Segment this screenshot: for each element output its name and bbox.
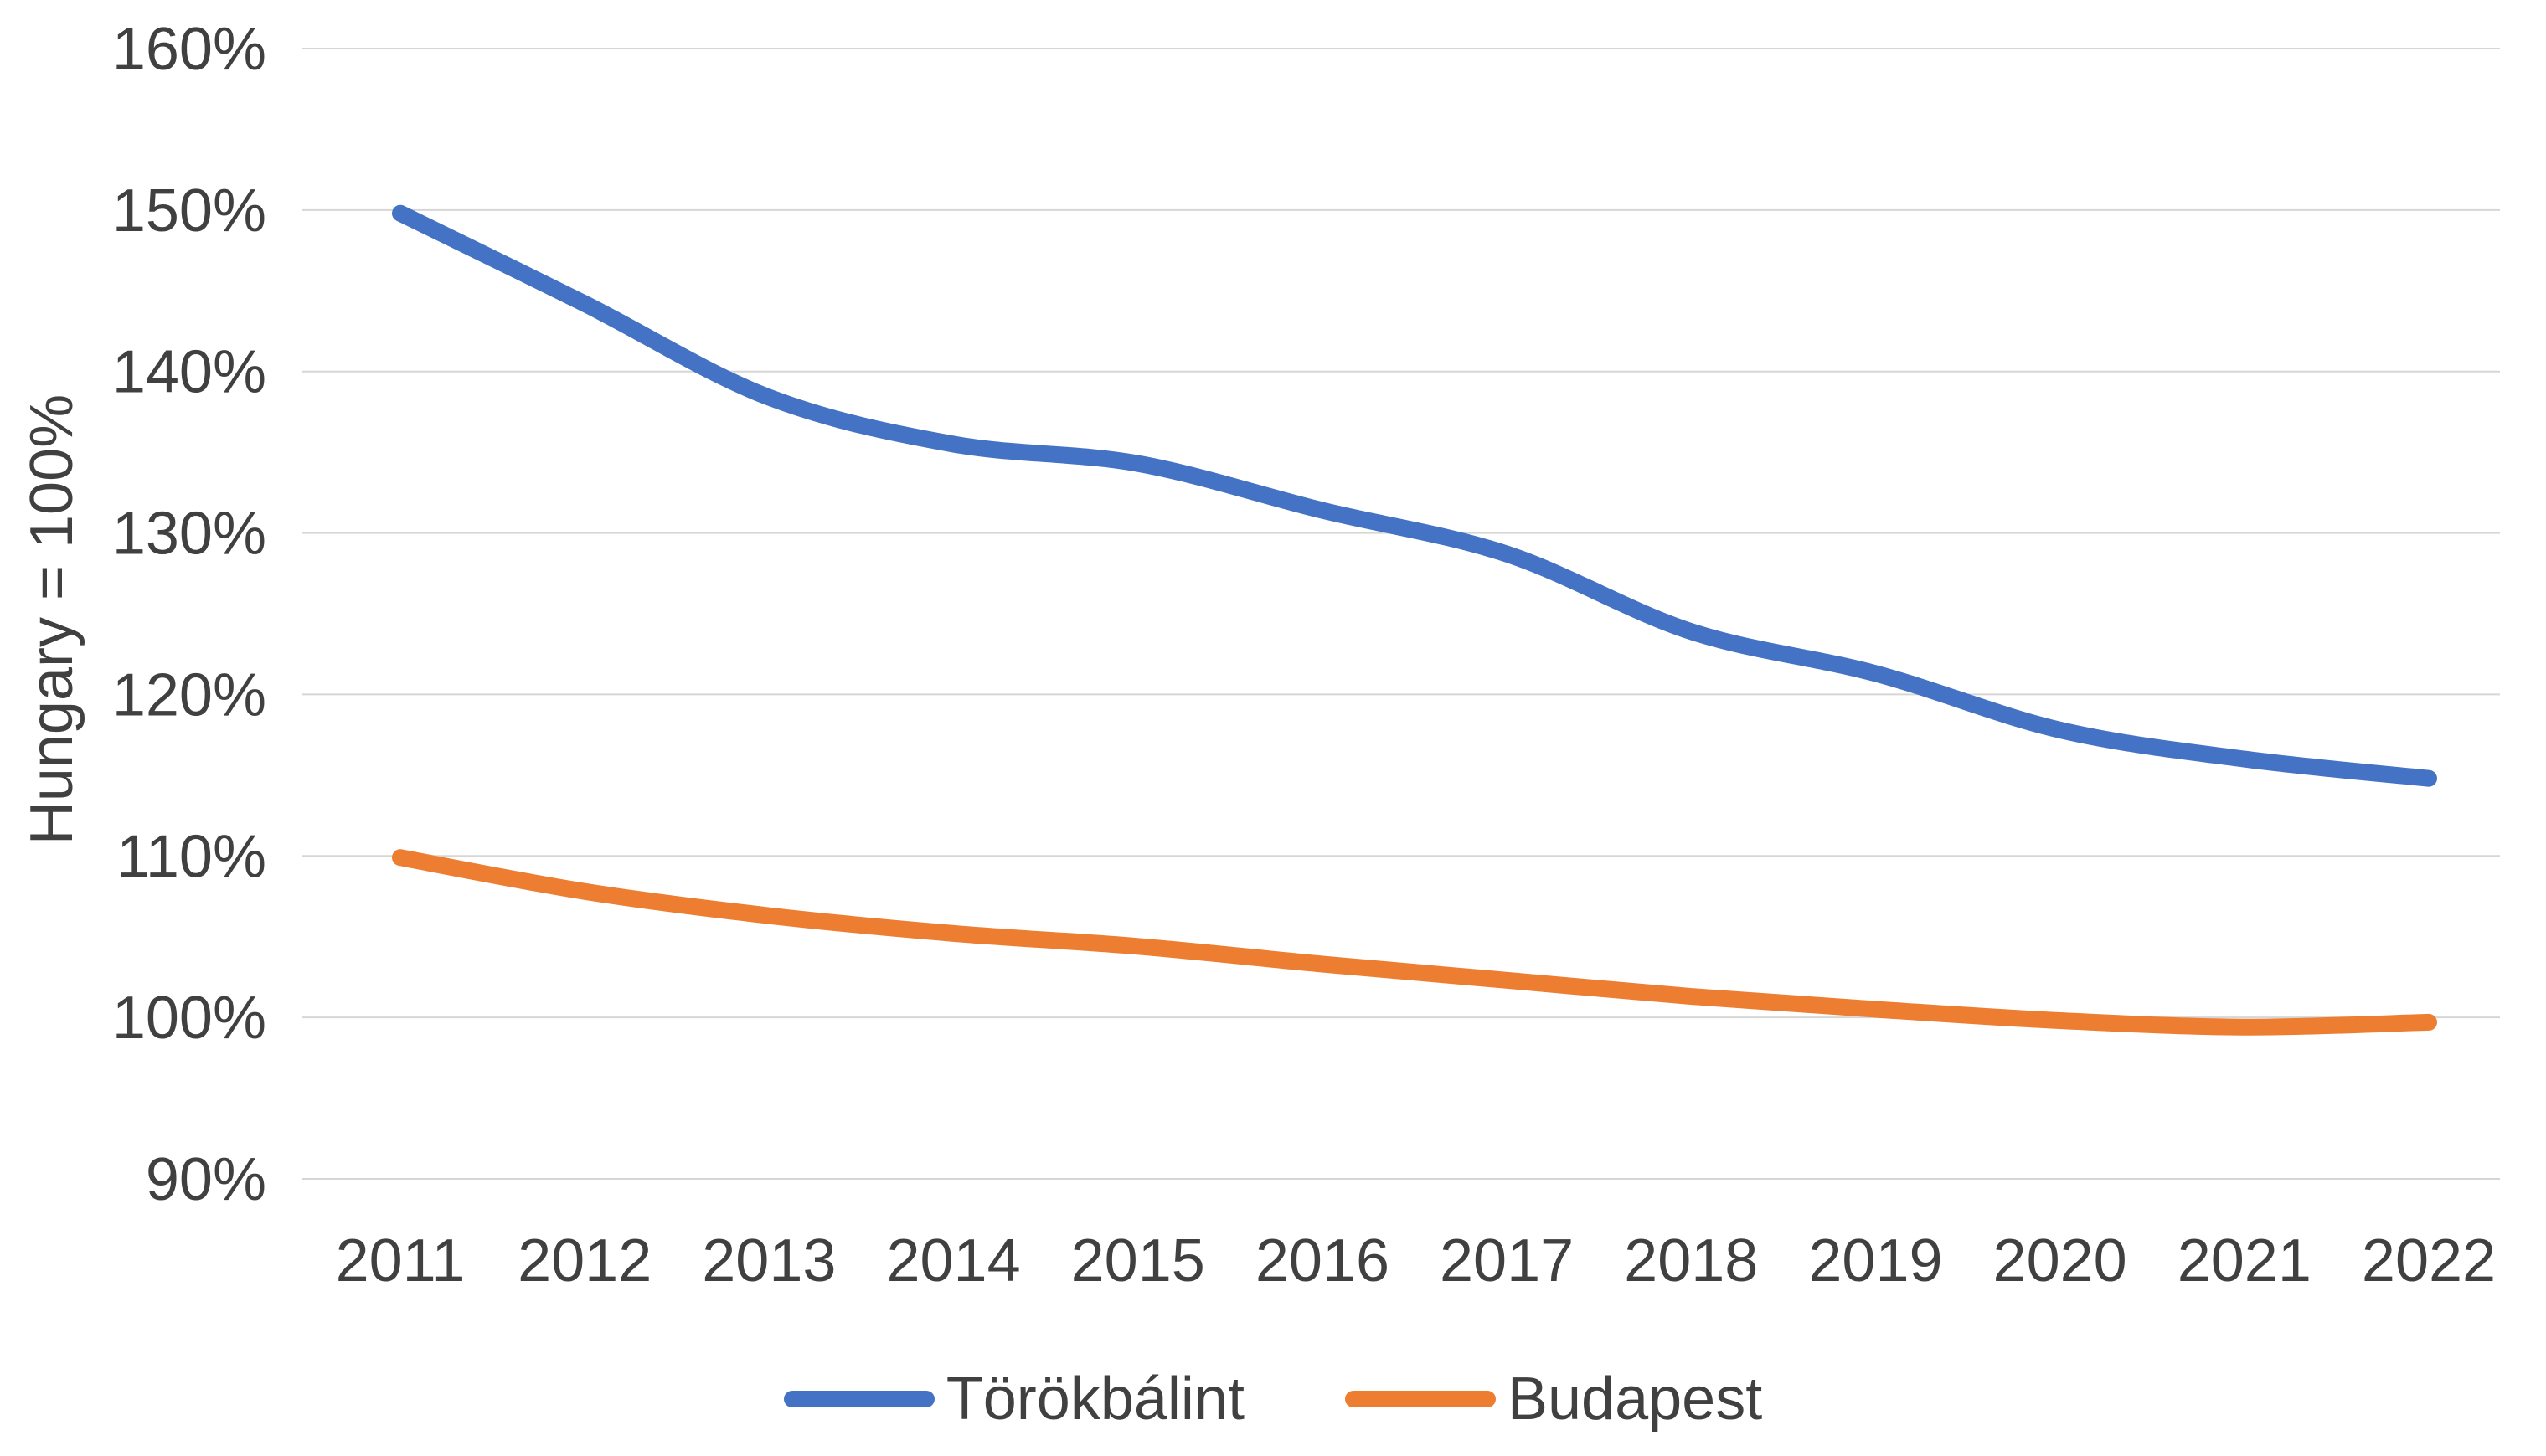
y-tick-label: 150% [112,177,266,244]
legend-item-budapest: Budapest [1344,1365,1763,1433]
series-line-0 [392,204,2437,787]
x-tick-label: 2014 [886,1227,1020,1294]
series-line-1 [392,849,2437,1036]
y-tick-label: 140% [112,339,266,406]
x-tick-label: 2019 [1808,1227,1942,1294]
x-tick-label: 2015 [1071,1227,1205,1294]
x-tick-label: 2018 [1624,1227,1758,1294]
y-tick-label: 100% [112,985,266,1052]
x-tick-label: 2013 [702,1227,836,1294]
y-axis-title: Hungary = 100% [18,394,85,846]
x-tick-label: 2020 [1993,1227,2127,1294]
x-tick-label: 2021 [2178,1227,2312,1294]
y-tick-label: 110% [116,823,266,890]
legend-item-torokbalint: Törökbálint [783,1365,1245,1433]
x-tick-label: 2011 [336,1227,466,1294]
plot-area: 90% 100% 110% 120% 130% 140% 150% 160% 2011 2012 2… [112,16,2500,1294]
legend-swatch-torokbalint [783,1391,935,1407]
y-tick-label: 120% [112,661,266,728]
x-tick-label: 2012 [518,1227,652,1294]
legend-label-budapest: Budapest [1507,1366,1763,1433]
legend-label-torokbalint: Törökbálint [946,1366,1245,1433]
x-tick-label: 2017 [1440,1227,1574,1294]
y-tick-label: 160% [112,16,266,83]
y-tick-label: 130% [112,501,266,568]
chart-legend: Törökbálint Budapest [0,1365,2546,1433]
legend-swatch-budapest [1344,1391,1496,1407]
x-tick-label: 2022 [2362,1227,2496,1294]
y-tick-label: 90% [146,1146,266,1213]
x-tick-label: 2016 [1255,1227,1389,1294]
